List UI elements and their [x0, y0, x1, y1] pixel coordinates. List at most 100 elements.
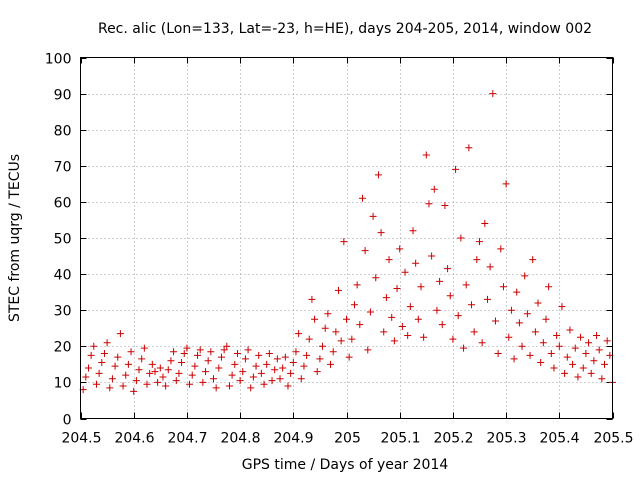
- data-point: [454, 312, 462, 320]
- x-tick-label: 205: [334, 431, 361, 447]
- data-point: [223, 342, 231, 350]
- data-point: [425, 200, 433, 208]
- data-point: [358, 194, 366, 202]
- plot-frame: [80, 57, 613, 419]
- data-point: [271, 366, 279, 374]
- data-point: [396, 245, 404, 253]
- data-point: [585, 339, 593, 347]
- data-point: [140, 344, 148, 352]
- data-point: [420, 333, 428, 341]
- data-point: [409, 227, 417, 235]
- data-point: [241, 355, 249, 363]
- data-point: [470, 328, 478, 336]
- data-point: [449, 335, 457, 343]
- data-point: [335, 286, 343, 294]
- data-point: [507, 306, 515, 314]
- data-point: [90, 342, 98, 350]
- data-point: [132, 377, 140, 385]
- data-point: [601, 360, 609, 368]
- data-point: [404, 331, 412, 339]
- data-point: [138, 355, 146, 363]
- x-tick-label: 204.7: [167, 431, 207, 447]
- data-point: [542, 315, 550, 323]
- data-point: [550, 364, 558, 372]
- data-point: [327, 360, 335, 368]
- data-point: [473, 256, 481, 264]
- data-point: [204, 357, 212, 365]
- y-axis-label: STEC from uqrg / TECUs: [7, 154, 23, 322]
- data-point: [295, 330, 303, 338]
- data-point: [135, 366, 143, 374]
- y-tick-label: 100: [45, 52, 72, 68]
- x-tick-label: 205.2: [433, 431, 473, 447]
- data-point: [178, 359, 186, 367]
- data-point: [547, 350, 555, 358]
- data-point: [513, 288, 521, 296]
- data-point: [247, 384, 255, 392]
- x-tick-label: 204.6: [114, 431, 154, 447]
- data-point: [170, 348, 178, 356]
- data-point: [106, 384, 114, 392]
- data-point: [260, 380, 268, 388]
- axis-ticks: [80, 57, 614, 420]
- data-point: [563, 353, 571, 361]
- data-point: [446, 292, 454, 300]
- data-point: [151, 368, 159, 376]
- data-point: [308, 295, 316, 303]
- data-point: [481, 220, 489, 228]
- data-point: [292, 348, 300, 356]
- data-point: [545, 283, 553, 291]
- data-point: [167, 357, 175, 365]
- data-point: [502, 180, 510, 188]
- data-point: [436, 277, 444, 285]
- data-point: [108, 375, 116, 383]
- data-point: [539, 339, 547, 347]
- data-point: [332, 328, 340, 336]
- data-point: [207, 348, 215, 356]
- x-tick-label: 205.3: [486, 431, 526, 447]
- data-point: [499, 283, 507, 291]
- data-point: [462, 281, 470, 289]
- data-point: [510, 355, 518, 363]
- data-point: [127, 348, 135, 356]
- data-points: [79, 90, 616, 395]
- data-point: [465, 144, 473, 152]
- data-point: [188, 371, 196, 379]
- data-point: [412, 259, 420, 267]
- data-point: [374, 171, 382, 179]
- data-point: [489, 90, 497, 98]
- data-point: [577, 333, 585, 341]
- data-point: [372, 274, 380, 282]
- data-point: [162, 382, 170, 390]
- data-point: [252, 362, 260, 370]
- data-point: [353, 281, 361, 289]
- y-tick-label: 10: [54, 376, 72, 392]
- data-point: [345, 353, 353, 361]
- data-point: [571, 344, 579, 352]
- data-point: [82, 373, 90, 381]
- data-point: [124, 360, 132, 368]
- y-tick-label: 30: [54, 304, 72, 320]
- data-point: [406, 303, 414, 311]
- data-point: [566, 326, 574, 334]
- data-point: [529, 256, 537, 264]
- data-point: [111, 362, 119, 370]
- data-point: [284, 382, 292, 390]
- data-point: [202, 368, 210, 376]
- data-point: [361, 247, 369, 255]
- data-point: [154, 378, 162, 386]
- data-point: [103, 339, 111, 347]
- data-point: [598, 375, 606, 383]
- data-point: [239, 368, 247, 376]
- data-point: [164, 366, 172, 374]
- y-tick-label: 90: [54, 88, 72, 104]
- data-point: [555, 342, 563, 350]
- data-point: [337, 337, 345, 345]
- data-point: [385, 256, 393, 264]
- y-tick-label: 60: [54, 196, 72, 212]
- data-point: [574, 373, 582, 381]
- data-point: [401, 268, 409, 276]
- data-point: [146, 369, 154, 377]
- x-tick-label: 204.5: [61, 431, 101, 447]
- data-point: [289, 359, 297, 367]
